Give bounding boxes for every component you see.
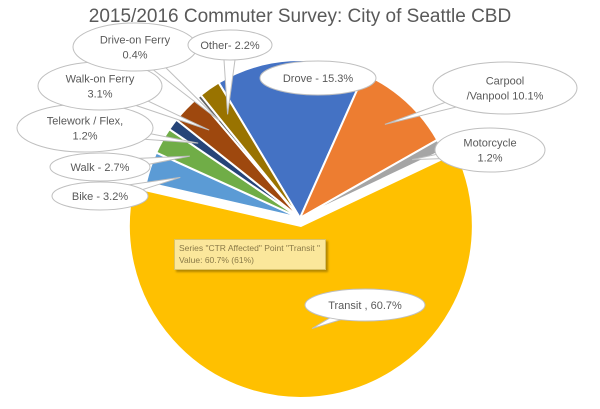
label-text: Other- 2.2% <box>200 40 260 52</box>
label-text: Transit , 60.7% <box>328 300 402 312</box>
tooltip-line2: Value: 60.7% (61%) <box>179 255 254 265</box>
tooltip-line1: Series "CTR Affected" Point "Transit " <box>179 243 321 253</box>
label-text: Drive-on Ferry <box>100 35 171 47</box>
label-text: Bike - 3.2% <box>72 191 128 203</box>
label-text: Drove - 15.3% <box>283 73 354 85</box>
tooltip: Series "CTR Affected" Point "Transit " V… <box>174 239 326 270</box>
label-text: Carpool <box>486 76 525 88</box>
data-label-drove: Drove - 15.3% <box>259 60 377 96</box>
data-label-transit: Transit , 60.7% <box>304 288 426 330</box>
label-text: 3.1% <box>87 89 112 101</box>
data-label-other: Other- 2.2% <box>187 29 273 115</box>
label-text: Walk - 2.7% <box>71 162 130 174</box>
label-text: 0.4% <box>122 50 147 62</box>
label-text: /Vanpool 10.1% <box>467 91 544 103</box>
label-text: 1.2% <box>72 131 97 143</box>
data-label-walk-on-ferry: Walk-on Ferry 3.1% <box>37 61 210 131</box>
data-label-carpool-vanpool: Carpool/Vanpool 10.1% <box>384 61 578 125</box>
chart-title: 2015/2016 Commuter Survey: City of Seatt… <box>88 6 512 27</box>
data-label-drive-on-ferry: Drive-on Ferry 0.4% <box>72 22 220 122</box>
label-text: Walk-on Ferry <box>66 74 135 86</box>
label-text: 1.2% <box>477 153 502 165</box>
pie-slice-other[interactable] <box>199 81 301 219</box>
data-label-bike: Bike - 3.2% <box>51 176 181 211</box>
label-text: Motorcycle <box>463 138 516 150</box>
data-label-walk: Walk - 2.7% <box>49 152 190 182</box>
label-text: Telework / Flex, <box>47 116 123 128</box>
pie-slice-transit[interactable] <box>127 151 474 399</box>
data-label-motorcycle: Motorcycle 1.2% <box>412 127 546 173</box>
data-label-telework-flex: Telework / Flex, 1.2% <box>16 103 199 153</box>
